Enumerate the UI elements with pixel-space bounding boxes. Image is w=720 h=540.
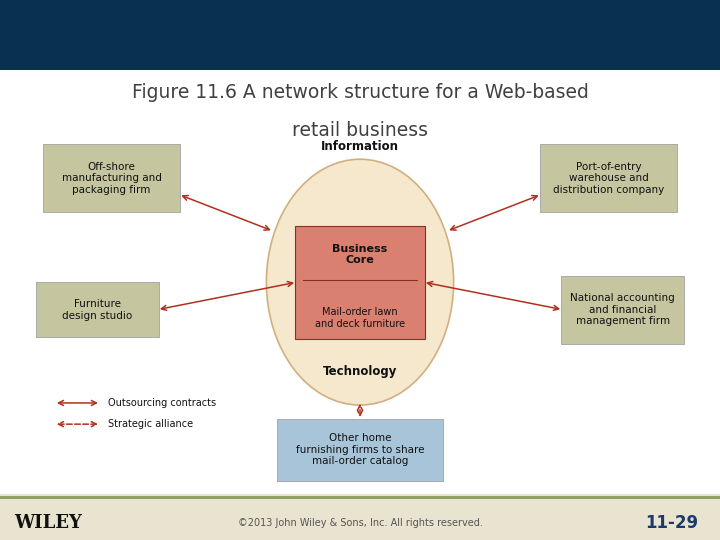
Text: Information: Information [321,140,399,153]
FancyBboxPatch shape [295,226,425,339]
FancyBboxPatch shape [277,418,444,481]
Text: Other home
furnishing firms to share
mail-order catalog: Other home furnishing firms to share mai… [296,433,424,466]
Text: Figure 11.6 A network structure for a Web-based: Figure 11.6 A network structure for a We… [132,83,588,102]
Text: National accounting
and financial
management firm: National accounting and financial manage… [570,293,675,326]
FancyBboxPatch shape [562,275,684,344]
Text: Off-shore
manufacturing and
packaging firm: Off-shore manufacturing and packaging fi… [62,161,161,195]
Text: Port-of-entry
warehouse and
distribution company: Port-of-entry warehouse and distribution… [553,161,664,195]
Text: 11-29: 11-29 [645,514,698,531]
FancyBboxPatch shape [43,144,181,212]
Text: Outsourcing contracts: Outsourcing contracts [108,398,216,408]
FancyBboxPatch shape [540,144,677,212]
Ellipse shape [266,159,454,405]
Text: ©2013 John Wiley & Sons, Inc. All rights reserved.: ©2013 John Wiley & Sons, Inc. All rights… [238,517,482,528]
Text: Furniture
design studio: Furniture design studio [62,299,132,321]
FancyBboxPatch shape [36,282,159,338]
Text: WILEY: WILEY [14,514,82,531]
Text: retail business: retail business [292,121,428,140]
Text: Technology: Technology [323,364,397,377]
Text: Business
Core: Business Core [333,244,387,265]
Text: Mail-order lawn
and deck furniture: Mail-order lawn and deck furniture [315,307,405,329]
Text: Strategic alliance: Strategic alliance [108,419,193,429]
